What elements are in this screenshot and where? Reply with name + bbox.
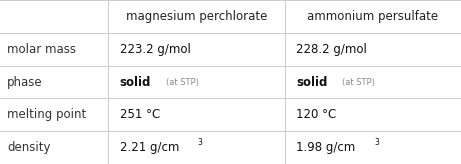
Text: phase: phase bbox=[7, 75, 42, 89]
Text: 120 °C: 120 °C bbox=[296, 108, 337, 121]
Text: ammonium persulfate: ammonium persulfate bbox=[307, 10, 438, 23]
Text: molar mass: molar mass bbox=[7, 43, 76, 56]
Text: solid: solid bbox=[120, 75, 151, 89]
Text: 251 °C: 251 °C bbox=[120, 108, 160, 121]
Text: 223.2 g/mol: 223.2 g/mol bbox=[120, 43, 191, 56]
Text: solid: solid bbox=[296, 75, 328, 89]
Text: (at STP): (at STP) bbox=[165, 78, 198, 86]
Text: 3: 3 bbox=[198, 138, 203, 147]
Text: 1.98 g/cm: 1.98 g/cm bbox=[296, 141, 356, 154]
Text: 2.21 g/cm: 2.21 g/cm bbox=[120, 141, 179, 154]
Text: melting point: melting point bbox=[7, 108, 86, 121]
Text: magnesium perchlorate: magnesium perchlorate bbox=[126, 10, 267, 23]
Text: density: density bbox=[7, 141, 50, 154]
Text: 3: 3 bbox=[374, 138, 379, 147]
Text: 228.2 g/mol: 228.2 g/mol bbox=[296, 43, 367, 56]
Text: (at STP): (at STP) bbox=[342, 78, 375, 86]
